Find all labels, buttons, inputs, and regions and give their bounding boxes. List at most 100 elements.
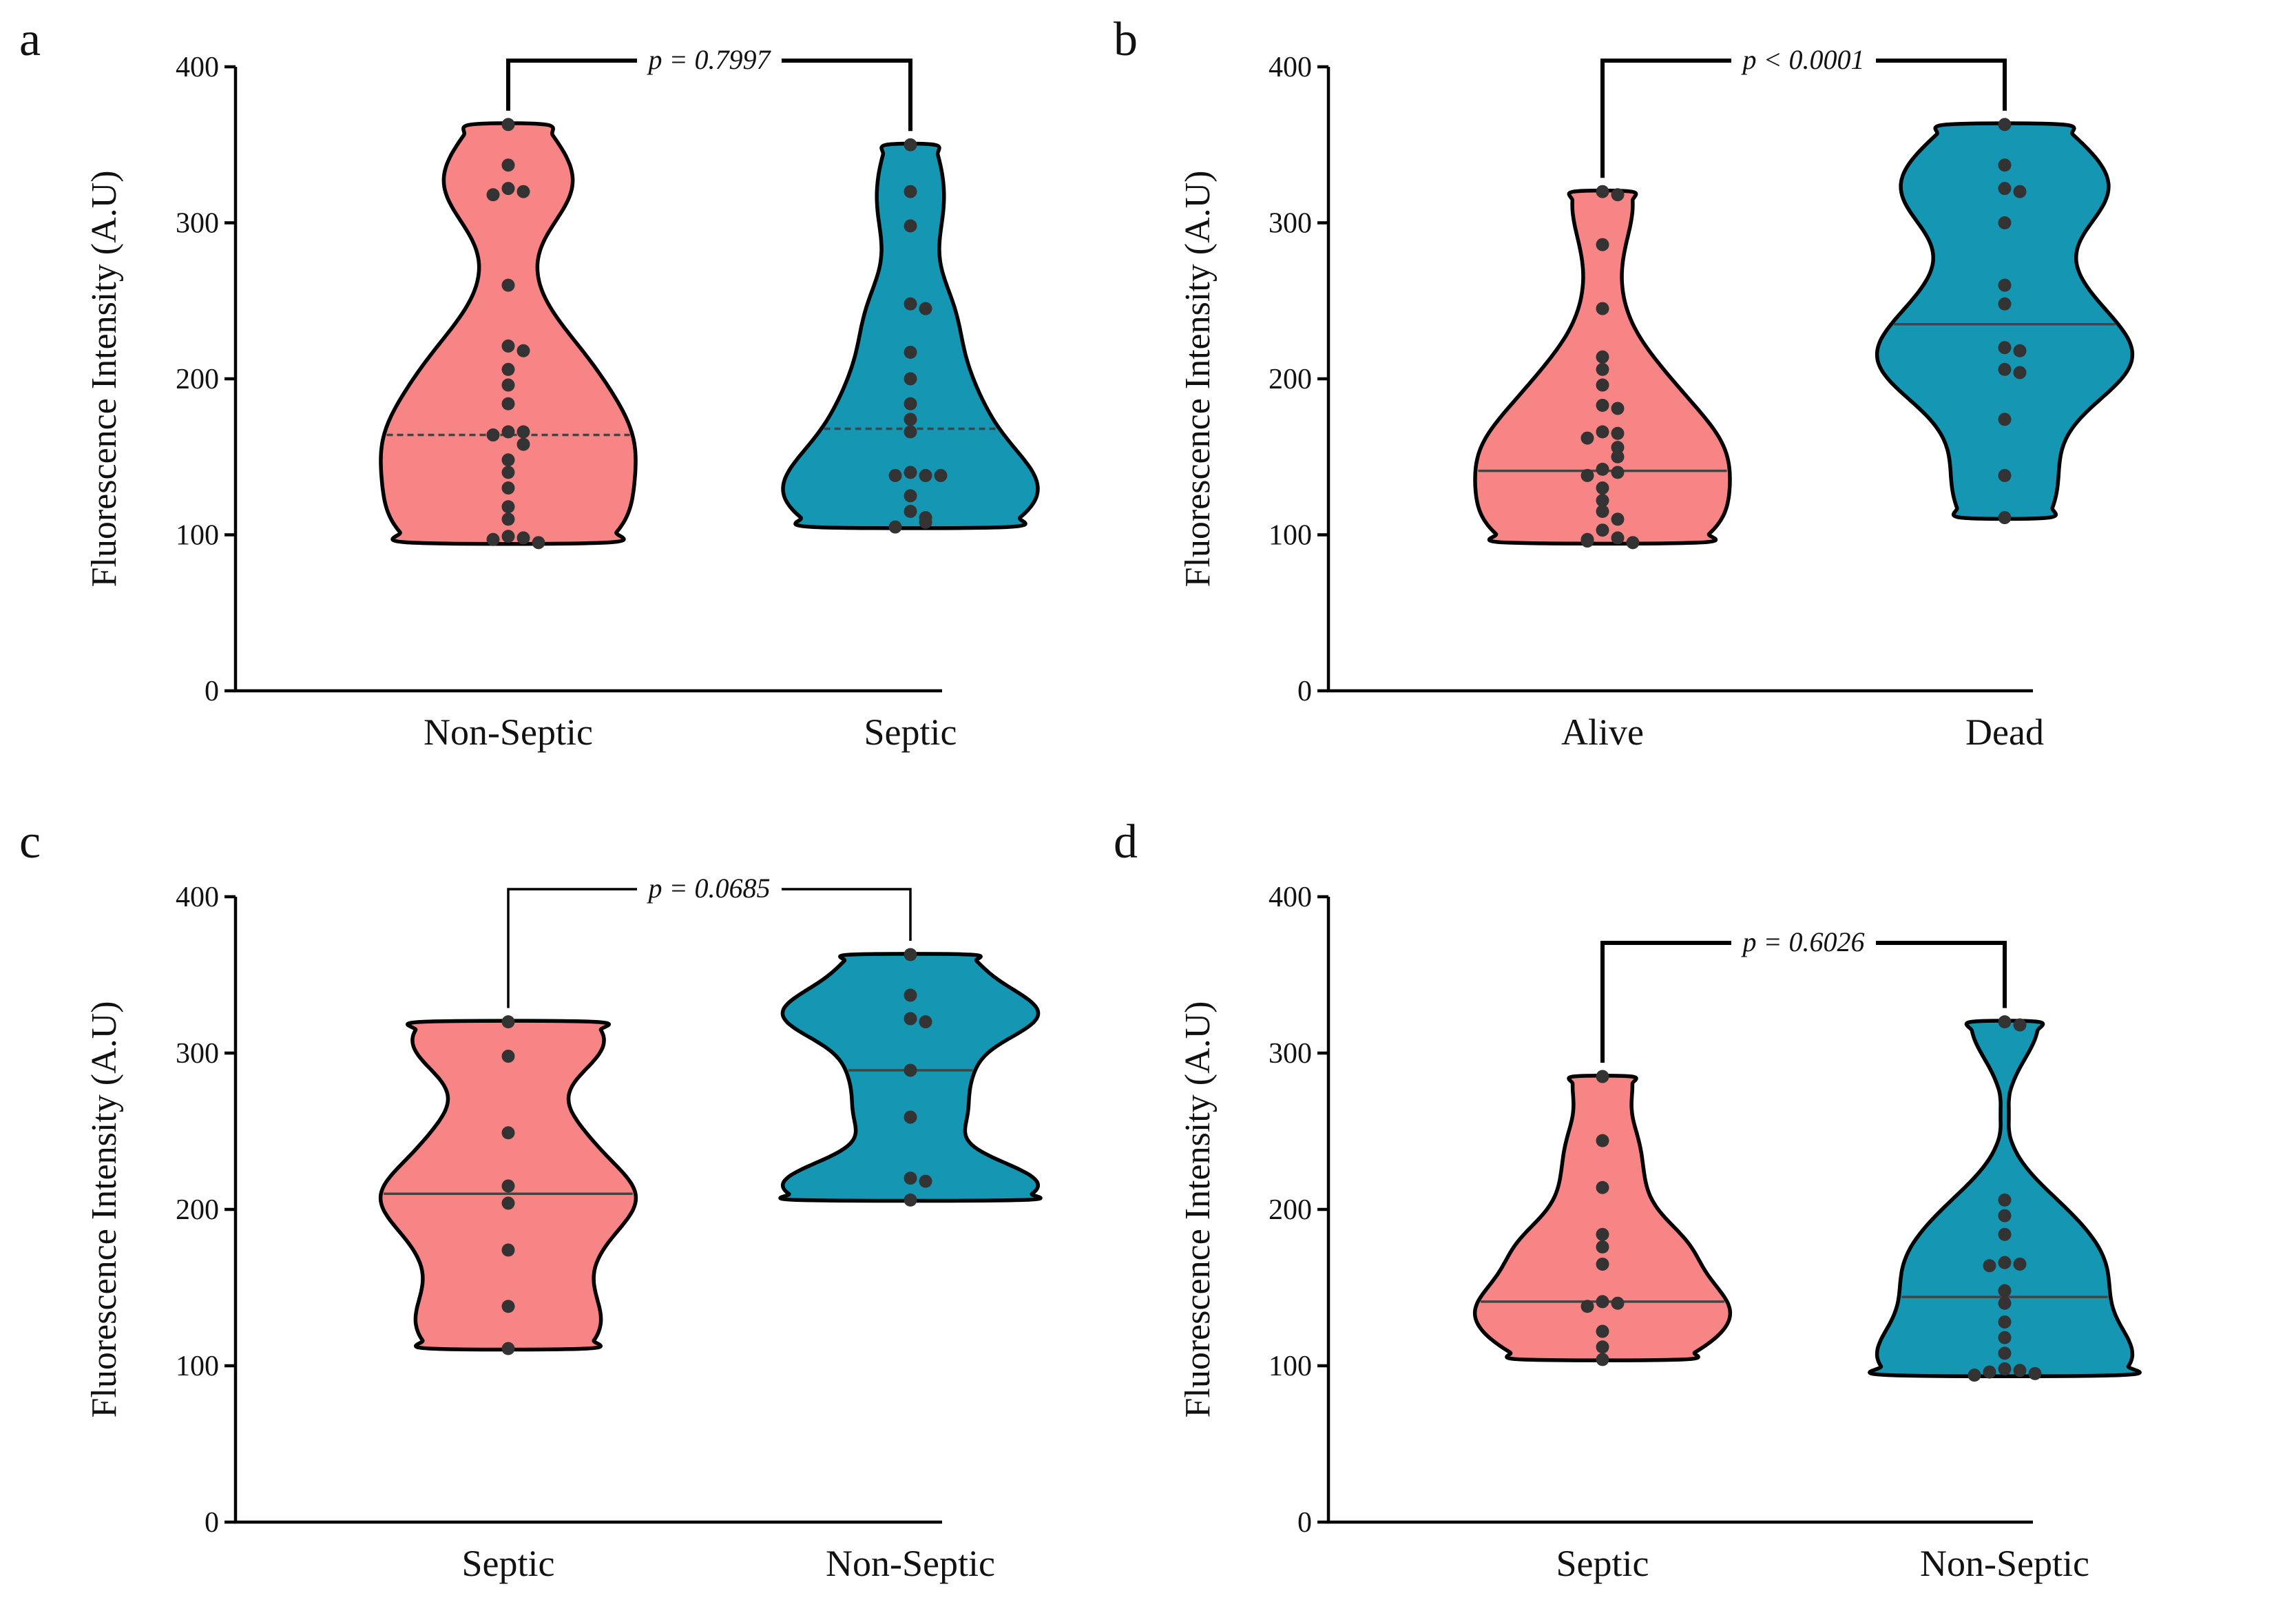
data-point bbox=[516, 185, 530, 198]
y-tick-label: 0 bbox=[205, 1507, 219, 1539]
data-point bbox=[501, 466, 515, 479]
data-point bbox=[501, 118, 515, 132]
data-point bbox=[516, 425, 530, 439]
p-value-label: p = 0.7997 bbox=[647, 44, 772, 75]
data-point bbox=[1998, 1315, 2012, 1329]
panel-b: b Fluorescence Intensity (A.U) 0 100 200 300 4… bbox=[1114, 13, 2135, 753]
data-point bbox=[1998, 1284, 2012, 1298]
data-point bbox=[904, 1063, 917, 1077]
data-point bbox=[1596, 362, 1609, 376]
data-point bbox=[1580, 1300, 1594, 1313]
data-point bbox=[1611, 512, 1625, 526]
p-value-label: p < 0.0001 bbox=[1741, 44, 1865, 75]
x-category-label: Non-Septic bbox=[1920, 1543, 2089, 1584]
y-axis-title: Fluorescence Intensity (A.U) bbox=[85, 170, 124, 587]
data-point bbox=[1983, 1259, 1996, 1273]
data-point bbox=[1626, 536, 1640, 550]
data-point bbox=[904, 138, 917, 152]
data-point bbox=[501, 1300, 515, 1313]
data-point bbox=[2013, 366, 2027, 379]
x-category-label: Non-Septic bbox=[826, 1543, 995, 1584]
y-tick-label: 0 bbox=[1297, 676, 1312, 707]
y-tick-label: 400 bbox=[176, 882, 219, 913]
panel-letter: a bbox=[19, 13, 41, 66]
data-point bbox=[1611, 426, 1625, 440]
data-point bbox=[1596, 378, 1609, 392]
data-point bbox=[904, 466, 917, 479]
data-point bbox=[888, 520, 902, 534]
data-point bbox=[1596, 1295, 1609, 1309]
significance-bracket-left bbox=[507, 888, 637, 1008]
data-point bbox=[1596, 185, 1609, 198]
significance-bracket-right bbox=[1876, 59, 2007, 111]
data-point bbox=[1611, 450, 1625, 464]
data-point bbox=[904, 1193, 917, 1207]
data-point bbox=[1596, 1240, 1609, 1253]
data-point bbox=[1998, 1346, 2012, 1360]
data-point bbox=[501, 1126, 515, 1140]
data-point bbox=[1998, 362, 2012, 376]
data-point bbox=[904, 185, 917, 198]
data-point bbox=[904, 1110, 917, 1124]
y-tick-label: 400 bbox=[1269, 52, 1312, 83]
data-point bbox=[2013, 344, 2027, 357]
data-point bbox=[2013, 1364, 2027, 1377]
data-point bbox=[2013, 185, 2027, 198]
data-point bbox=[1596, 1324, 1609, 1338]
significance-bracket-right bbox=[1876, 941, 2007, 1008]
data-point bbox=[1580, 431, 1594, 445]
violin-non-septic bbox=[778, 952, 1043, 1203]
data-point bbox=[2013, 1018, 2027, 1032]
y-tick-label: 300 bbox=[176, 208, 219, 240]
p-value-label: p = 0.6026 bbox=[1741, 926, 1865, 957]
data-point bbox=[1611, 1296, 1625, 1310]
x-category-label: Septic bbox=[1556, 1543, 1649, 1584]
data-point bbox=[1998, 158, 2012, 172]
data-point bbox=[486, 532, 500, 546]
violin-dead bbox=[1875, 121, 2135, 521]
data-point bbox=[1596, 399, 1609, 413]
y-tick-label: 100 bbox=[1269, 1351, 1312, 1382]
data-point bbox=[1596, 1134, 1609, 1147]
data-point bbox=[501, 453, 515, 467]
data-point bbox=[904, 413, 917, 426]
data-point bbox=[1611, 531, 1625, 545]
data-point bbox=[1596, 1180, 1609, 1194]
data-point bbox=[501, 362, 515, 376]
data-point bbox=[1596, 1070, 1609, 1083]
data-point bbox=[919, 302, 932, 315]
panel-d: d Fluorescence Intensity (A.U) 0 100 200 300 4… bbox=[1114, 815, 2142, 1584]
data-point bbox=[934, 468, 948, 482]
data-point bbox=[2013, 1257, 2027, 1271]
data-point bbox=[904, 1012, 917, 1026]
data-point bbox=[486, 188, 500, 202]
x-category-label: Septic bbox=[864, 711, 957, 753]
data-point bbox=[501, 158, 515, 172]
data-point bbox=[904, 988, 917, 1002]
data-point bbox=[1998, 1015, 2012, 1029]
data-point bbox=[1611, 441, 1625, 455]
data-point bbox=[904, 297, 917, 311]
data-point bbox=[1998, 1296, 2012, 1310]
data-point bbox=[501, 425, 515, 439]
significance-bracket-right bbox=[782, 59, 912, 132]
data-point bbox=[904, 425, 917, 439]
data-point bbox=[1596, 238, 1609, 251]
data-point bbox=[1998, 1209, 2012, 1223]
data-point bbox=[516, 344, 530, 357]
data-point bbox=[904, 345, 917, 359]
data-point bbox=[1998, 1331, 2012, 1344]
data-point bbox=[1611, 402, 1625, 415]
violin-non-septic bbox=[379, 121, 638, 546]
data-point bbox=[1998, 1256, 2012, 1269]
data-point bbox=[1596, 505, 1609, 519]
data-point bbox=[904, 505, 917, 519]
data-point bbox=[1611, 188, 1625, 202]
y-tick-label: 400 bbox=[176, 52, 219, 83]
data-point bbox=[1998, 1193, 2012, 1207]
data-point bbox=[532, 536, 545, 550]
data-point bbox=[904, 489, 917, 503]
data-point bbox=[919, 468, 932, 482]
data-point bbox=[1596, 462, 1609, 476]
significance-bracket-right bbox=[782, 888, 912, 941]
